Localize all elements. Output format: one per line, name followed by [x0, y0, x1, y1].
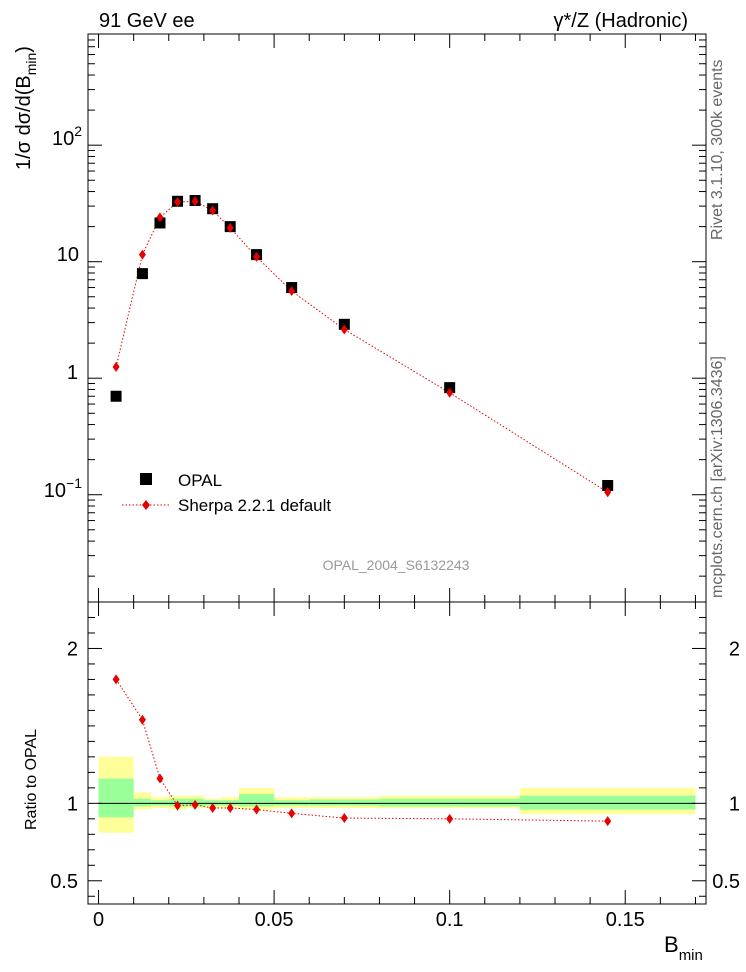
ratio-band-inner: [133, 798, 152, 807]
ratio-mc-point: [138, 714, 146, 725]
mcplots-label: mcplots.cern.ch [arXiv:1306.3436]: [709, 356, 726, 598]
ratio-mc-point: [340, 813, 348, 824]
ratio-mc-line: [115, 679, 608, 822]
ratio-xlabel: Bmin: [664, 932, 703, 964]
main-ytick-label-0.1: 10−1: [44, 475, 82, 502]
legend-sherpa-marker: [142, 500, 150, 510]
main-frame: [87, 33, 707, 603]
ratio-ytick-label-left: 2: [67, 638, 78, 660]
opal-data-point: [444, 382, 456, 394]
ratio-mc-point: [226, 802, 234, 813]
ratio-ytick-label-left: 1: [67, 793, 78, 815]
legend-opal-marker: [140, 473, 152, 485]
xtick-label: 0.05: [255, 909, 294, 931]
ratio-ylabel: Ratio to OPAL: [23, 729, 40, 830]
ratio-ytick-label-right: 1: [729, 793, 740, 815]
ratio-mc-point: [174, 800, 182, 811]
legend: OPAL Sherpa 2.2.1 default: [122, 471, 331, 515]
opal-data-point: [110, 390, 122, 402]
main-ylabel: 1/σ dσ/d(Bmin): [13, 46, 39, 170]
ratio-band-inner: [98, 778, 134, 818]
header-right-title: γ*/Z (Hadronic): [554, 10, 688, 32]
ratio-band-inner: [379, 798, 520, 807]
ratio-mc-point: [253, 804, 261, 815]
analysis-id-label: OPAL_2004_S6132243: [323, 557, 470, 573]
ratio-frame: [87, 601, 707, 905]
ratio-mc-point: [156, 773, 164, 784]
ratio-band-inner: [519, 795, 696, 810]
ratio-mc-point: [209, 802, 217, 813]
main-ytick-label-100: 102: [52, 123, 82, 150]
sherpa-mc-point: [340, 324, 348, 335]
ratio-mc-point: [288, 808, 296, 819]
header-left-title: 91 GeV ee: [99, 10, 195, 32]
sherpa-mc-point: [253, 251, 261, 262]
ratio-mc-point: [112, 674, 120, 685]
opal-data-point: [602, 479, 614, 491]
sherpa-mc-point: [226, 222, 234, 233]
sherpa-mc-point: [174, 197, 182, 208]
sherpa-mc-point: [191, 196, 199, 207]
sherpa-mc-point: [604, 487, 612, 498]
rivet-version-label: Rivet 3.1.10, 300k events: [709, 59, 726, 240]
xtick-label: 0.1: [436, 909, 464, 931]
sherpa-mc-point: [138, 249, 146, 260]
sherpa-mc-point: [288, 286, 296, 297]
ratio-ytick-label-right: 0.5: [712, 871, 740, 893]
xtick-label: 0.15: [606, 909, 645, 931]
opal-data-point: [154, 217, 166, 229]
sherpa-mc-point: [446, 387, 454, 398]
ratio-mc-point: [191, 799, 199, 810]
ratio-band-inner: [309, 799, 380, 806]
sherpa-mc-point: [112, 361, 120, 372]
ratio-mc-point: [604, 816, 612, 827]
opal-data-point: [338, 318, 350, 330]
main-ytick-label-1: 1: [67, 362, 78, 384]
legend-sherpa-label: Sherpa 2.2.1 default: [178, 496, 331, 515]
main-mc-line: [115, 200, 608, 493]
ratio-ytick-label-left: 0.5: [50, 871, 78, 893]
sherpa-mc-point: [209, 205, 217, 216]
sherpa-mc-point: [156, 212, 164, 223]
opal-data-point: [136, 268, 148, 280]
xtick-label: 0: [93, 909, 104, 931]
ratio-ytick-label-right: 2: [729, 638, 740, 660]
main-ytick-label-10: 10: [57, 244, 79, 266]
legend-opal-label: OPAL: [178, 471, 222, 490]
ratio-mc-point: [446, 813, 454, 824]
